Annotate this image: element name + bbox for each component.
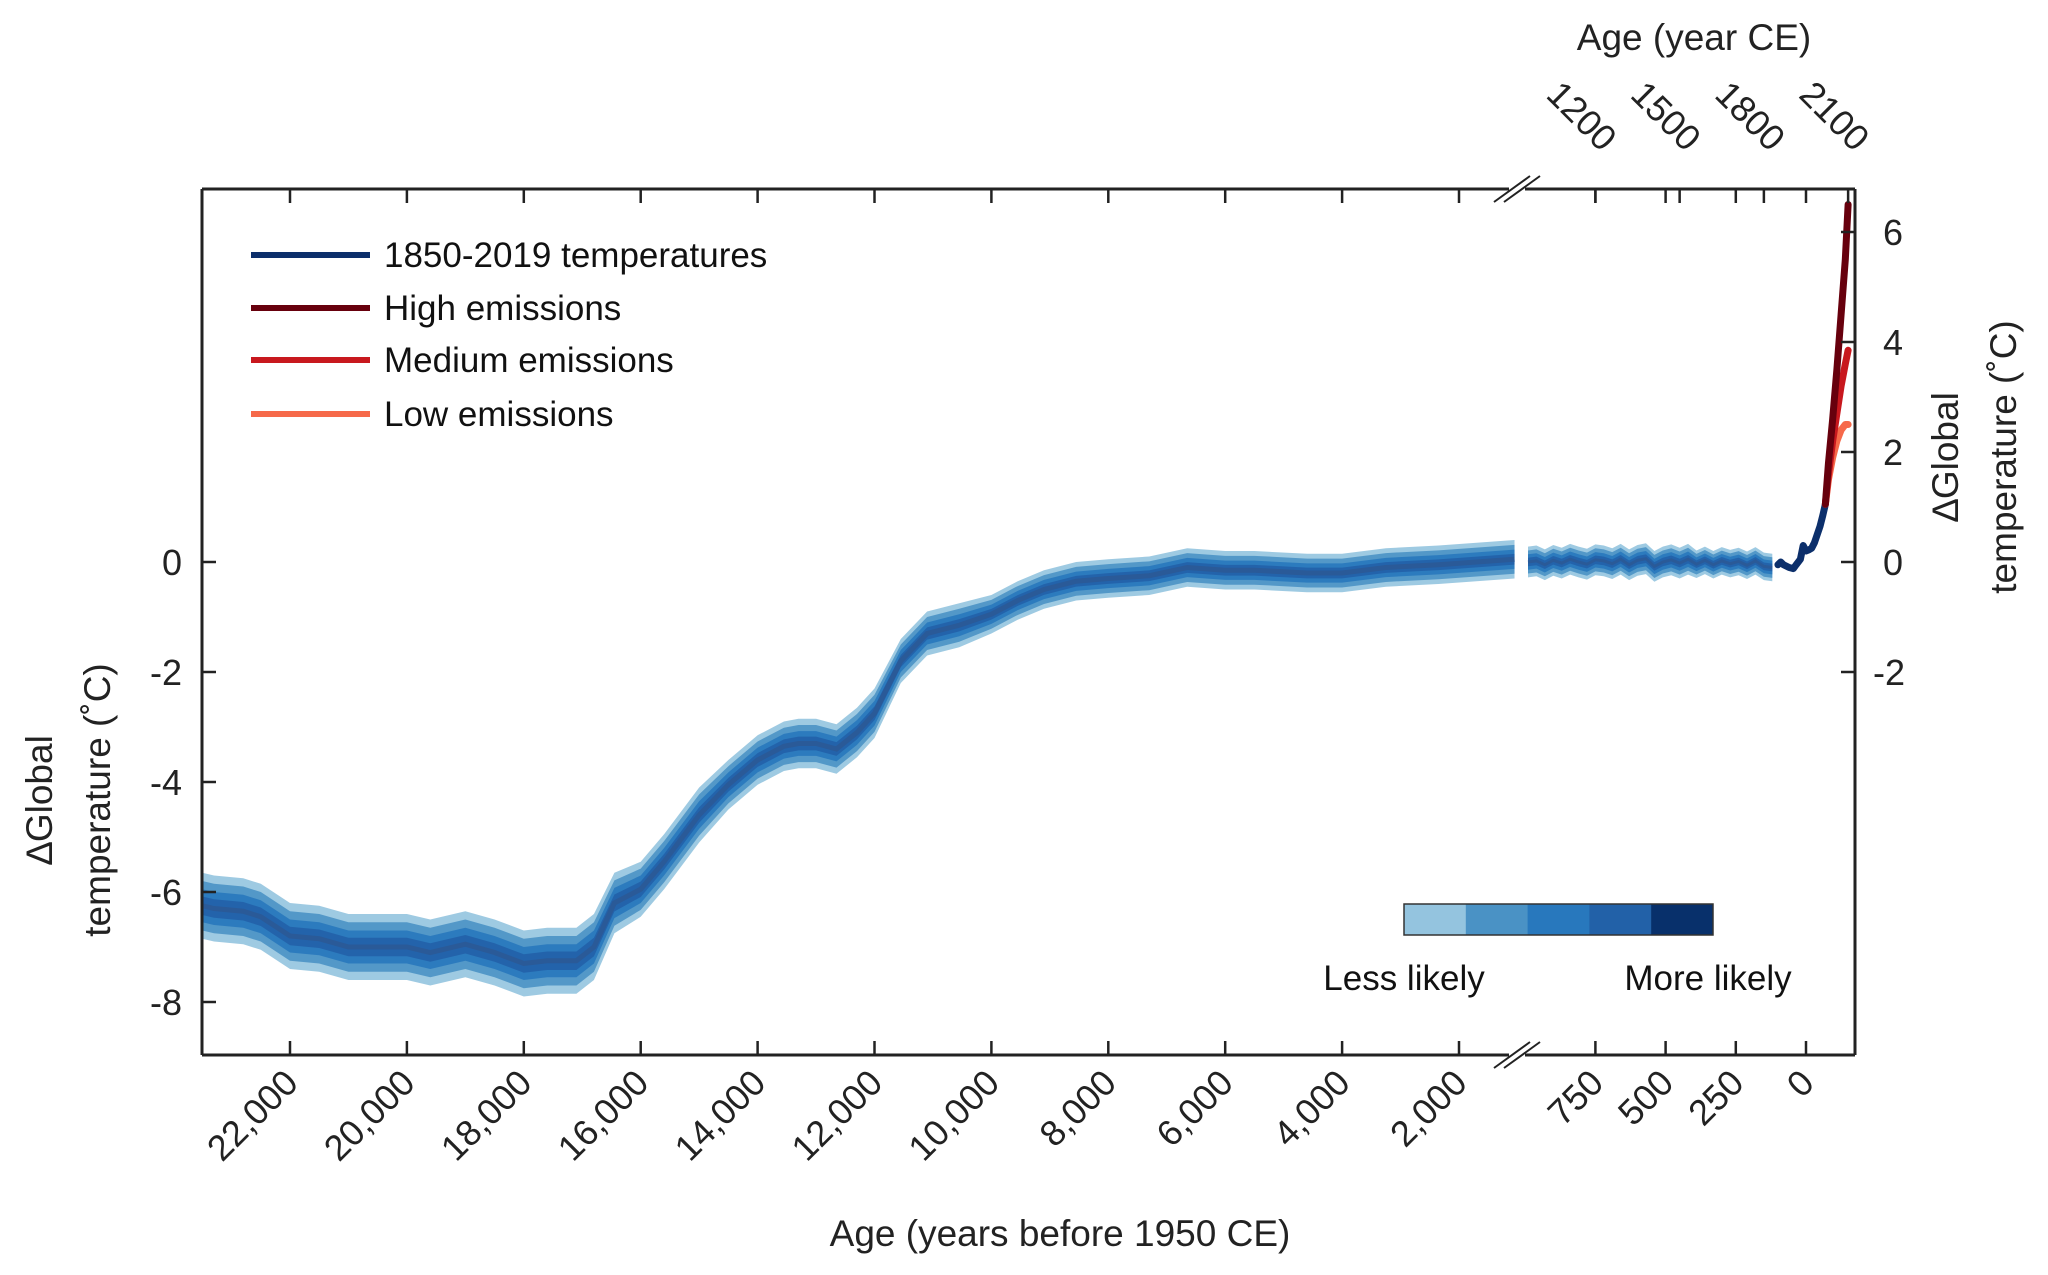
series-line-high-emissions	[1821, 201, 1852, 508]
y-tick-label-right: 4	[1883, 322, 1903, 363]
y-axis-right-title-line1: ∆Global	[1925, 392, 1966, 522]
colorbar-swatch-4	[1651, 904, 1714, 935]
colorbar-swatch-0	[1404, 904, 1467, 935]
colorbar-swatch-2	[1527, 904, 1590, 935]
reconstruction-mean-line-0	[201, 556, 1515, 967]
series-lines	[1774, 201, 1852, 573]
y-tick-label-left: -6	[150, 872, 182, 913]
y-tick-label-left: -4	[150, 762, 182, 803]
colorbar-high-label: More likely	[1624, 959, 1792, 998]
series-line-1850-2019-temperatures	[1774, 500, 1829, 573]
x-axis-title: Age (years before 1950 CE)	[830, 1213, 1291, 1254]
likelihood-colorbar: Less likely More likely	[1323, 903, 1792, 998]
legend: 1850-2019 temperatures High emissions Me…	[251, 236, 767, 434]
y-axis-right-title-line2: temperature (˚C)	[1983, 320, 2024, 593]
y-axis-right-title: ∆Global temperature (˚C)	[1925, 320, 2024, 593]
legend-label-low: Low emissions	[384, 395, 614, 434]
y-tick-label-right: -2	[1873, 652, 1905, 693]
axis-break-mark-0-0	[1493, 175, 1531, 203]
legend-label-high: High emissions	[384, 289, 621, 328]
y-axis-left-title-line1: ∆Global	[19, 735, 60, 865]
y-tick-label-right: 2	[1883, 432, 1903, 473]
colorbar-frame	[1403, 903, 1714, 936]
y-tick-label-left: 0	[162, 542, 182, 583]
legend-label-instrumental: 1850-2019 temperatures	[384, 236, 767, 275]
colorbar-low-label: Less likely	[1323, 959, 1485, 998]
axes	[200, 175, 1857, 1069]
x-axis-top-title: Age (year CE)	[1577, 17, 1811, 58]
axis-break-mark-0-1	[1503, 175, 1541, 203]
uncertainty-bands	[201, 540, 1773, 997]
y-tick-label-right: 0	[1883, 542, 1903, 583]
colorbar-swatch-3	[1589, 904, 1652, 935]
y-tick-label-right: 6	[1883, 212, 1903, 253]
colorbar-swatch-1	[1465, 904, 1529, 935]
colorbar-swatches	[1403, 903, 1714, 936]
reconstruction-mean-line-1	[1527, 557, 1773, 569]
y-axis-left-title-line2: temperature (˚C)	[77, 663, 118, 936]
axis-break-mark-1-1	[1503, 1041, 1541, 1069]
y-tick-label-left: -2	[150, 652, 182, 693]
y-tick-label-left: -8	[150, 982, 182, 1023]
legend-label-medium: Medium emissions	[384, 341, 674, 380]
axis-break-mark-1-0	[1493, 1041, 1531, 1069]
y-axis-left-title: ∆Global temperature (˚C)	[19, 663, 118, 936]
